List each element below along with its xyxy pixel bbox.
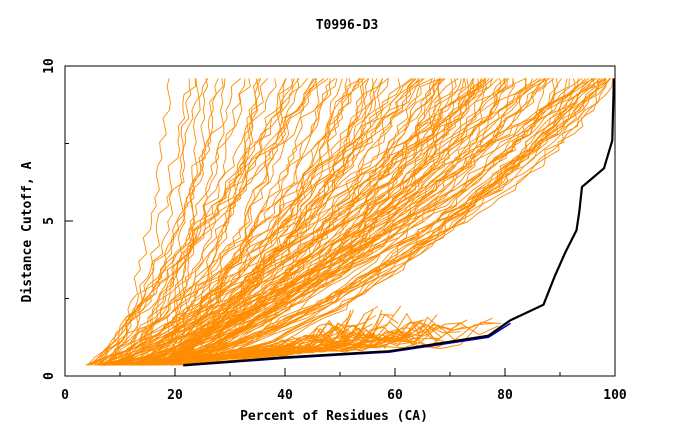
model-curve [170,78,596,366]
model-curve [164,77,546,366]
model-curve [104,78,219,366]
model-curve [179,78,338,366]
model-curve [107,322,500,366]
model-curve [100,78,556,366]
model-curve [170,78,568,366]
model-curve [138,78,251,366]
model-curve [101,78,363,366]
model-curve [124,78,545,366]
model-curve [174,78,201,366]
model-curve [122,78,445,366]
chart-title: T0996-D3 [316,18,379,33]
model-curve [113,78,314,366]
model-curve [87,78,318,366]
model-curve [134,78,528,366]
x-axis-label: Percent of Residues (CA) [240,409,428,424]
model-curve [98,78,209,366]
x-tick-label: 100 [603,388,627,403]
background-curves [85,77,614,366]
model-curve [99,77,434,366]
y-axis-label: Distance Cutoff, A [20,161,35,302]
model-curve [89,78,562,366]
model-curve [169,78,389,366]
x-tick-label: 0 [61,388,69,403]
model-curve [171,78,607,366]
series-line [183,78,615,367]
axis-ticks: 0 20 40 60 80 100 0 5 10 [42,58,627,403]
model-curve [132,78,549,366]
y-tick-label: 0 [42,372,57,380]
model-curve [101,78,614,366]
x-tick-label: 80 [497,388,513,403]
x-tick-label: 60 [387,388,403,403]
model-curve [180,78,527,366]
model-curve [165,78,547,366]
model-curve [97,77,595,366]
model-curve [109,78,510,366]
model-curve [167,78,287,366]
model-curve [188,78,603,366]
model-curve [149,78,611,366]
model-curve [169,78,420,366]
model-curve [175,78,487,366]
model-curve [142,78,593,366]
model-curve [120,78,539,366]
y-tick-label: 10 [42,58,57,74]
model-curve [148,319,350,366]
highlight-curves [183,78,615,367]
model-curve [117,78,246,366]
model-curve [175,78,369,366]
model-curve [160,78,378,366]
model-curve [114,77,441,366]
model-curve [100,78,269,366]
model-curve [186,78,329,366]
model-curve [118,78,242,366]
model-curve [163,78,209,366]
model-curve [87,78,295,366]
model-curve [169,78,192,366]
model-curve [173,78,425,366]
model-curve [97,78,547,366]
model-curve [179,78,352,366]
model-curve [139,78,262,366]
model-curve [135,77,551,366]
model-curve [123,78,462,366]
model-curve [114,314,351,366]
x-tick-label: 40 [277,388,293,403]
model-curve [125,78,607,366]
model-curve [168,78,590,366]
model-curve [177,78,343,366]
model-curve [142,78,483,366]
x-tick-label: 20 [167,388,183,403]
model-curve [147,78,433,366]
y-tick-label: 5 [42,217,57,225]
model-curve [145,78,318,366]
model-curve [183,78,441,366]
model-curve [97,78,196,366]
model-curve [183,78,600,366]
model-curve [170,78,374,366]
model-curve [113,78,224,366]
model-curve [156,78,570,366]
model-curve [156,78,365,366]
